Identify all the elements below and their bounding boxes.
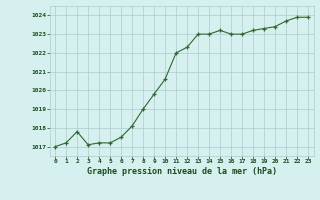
X-axis label: Graphe pression niveau de la mer (hPa): Graphe pression niveau de la mer (hPa) (87, 167, 276, 176)
